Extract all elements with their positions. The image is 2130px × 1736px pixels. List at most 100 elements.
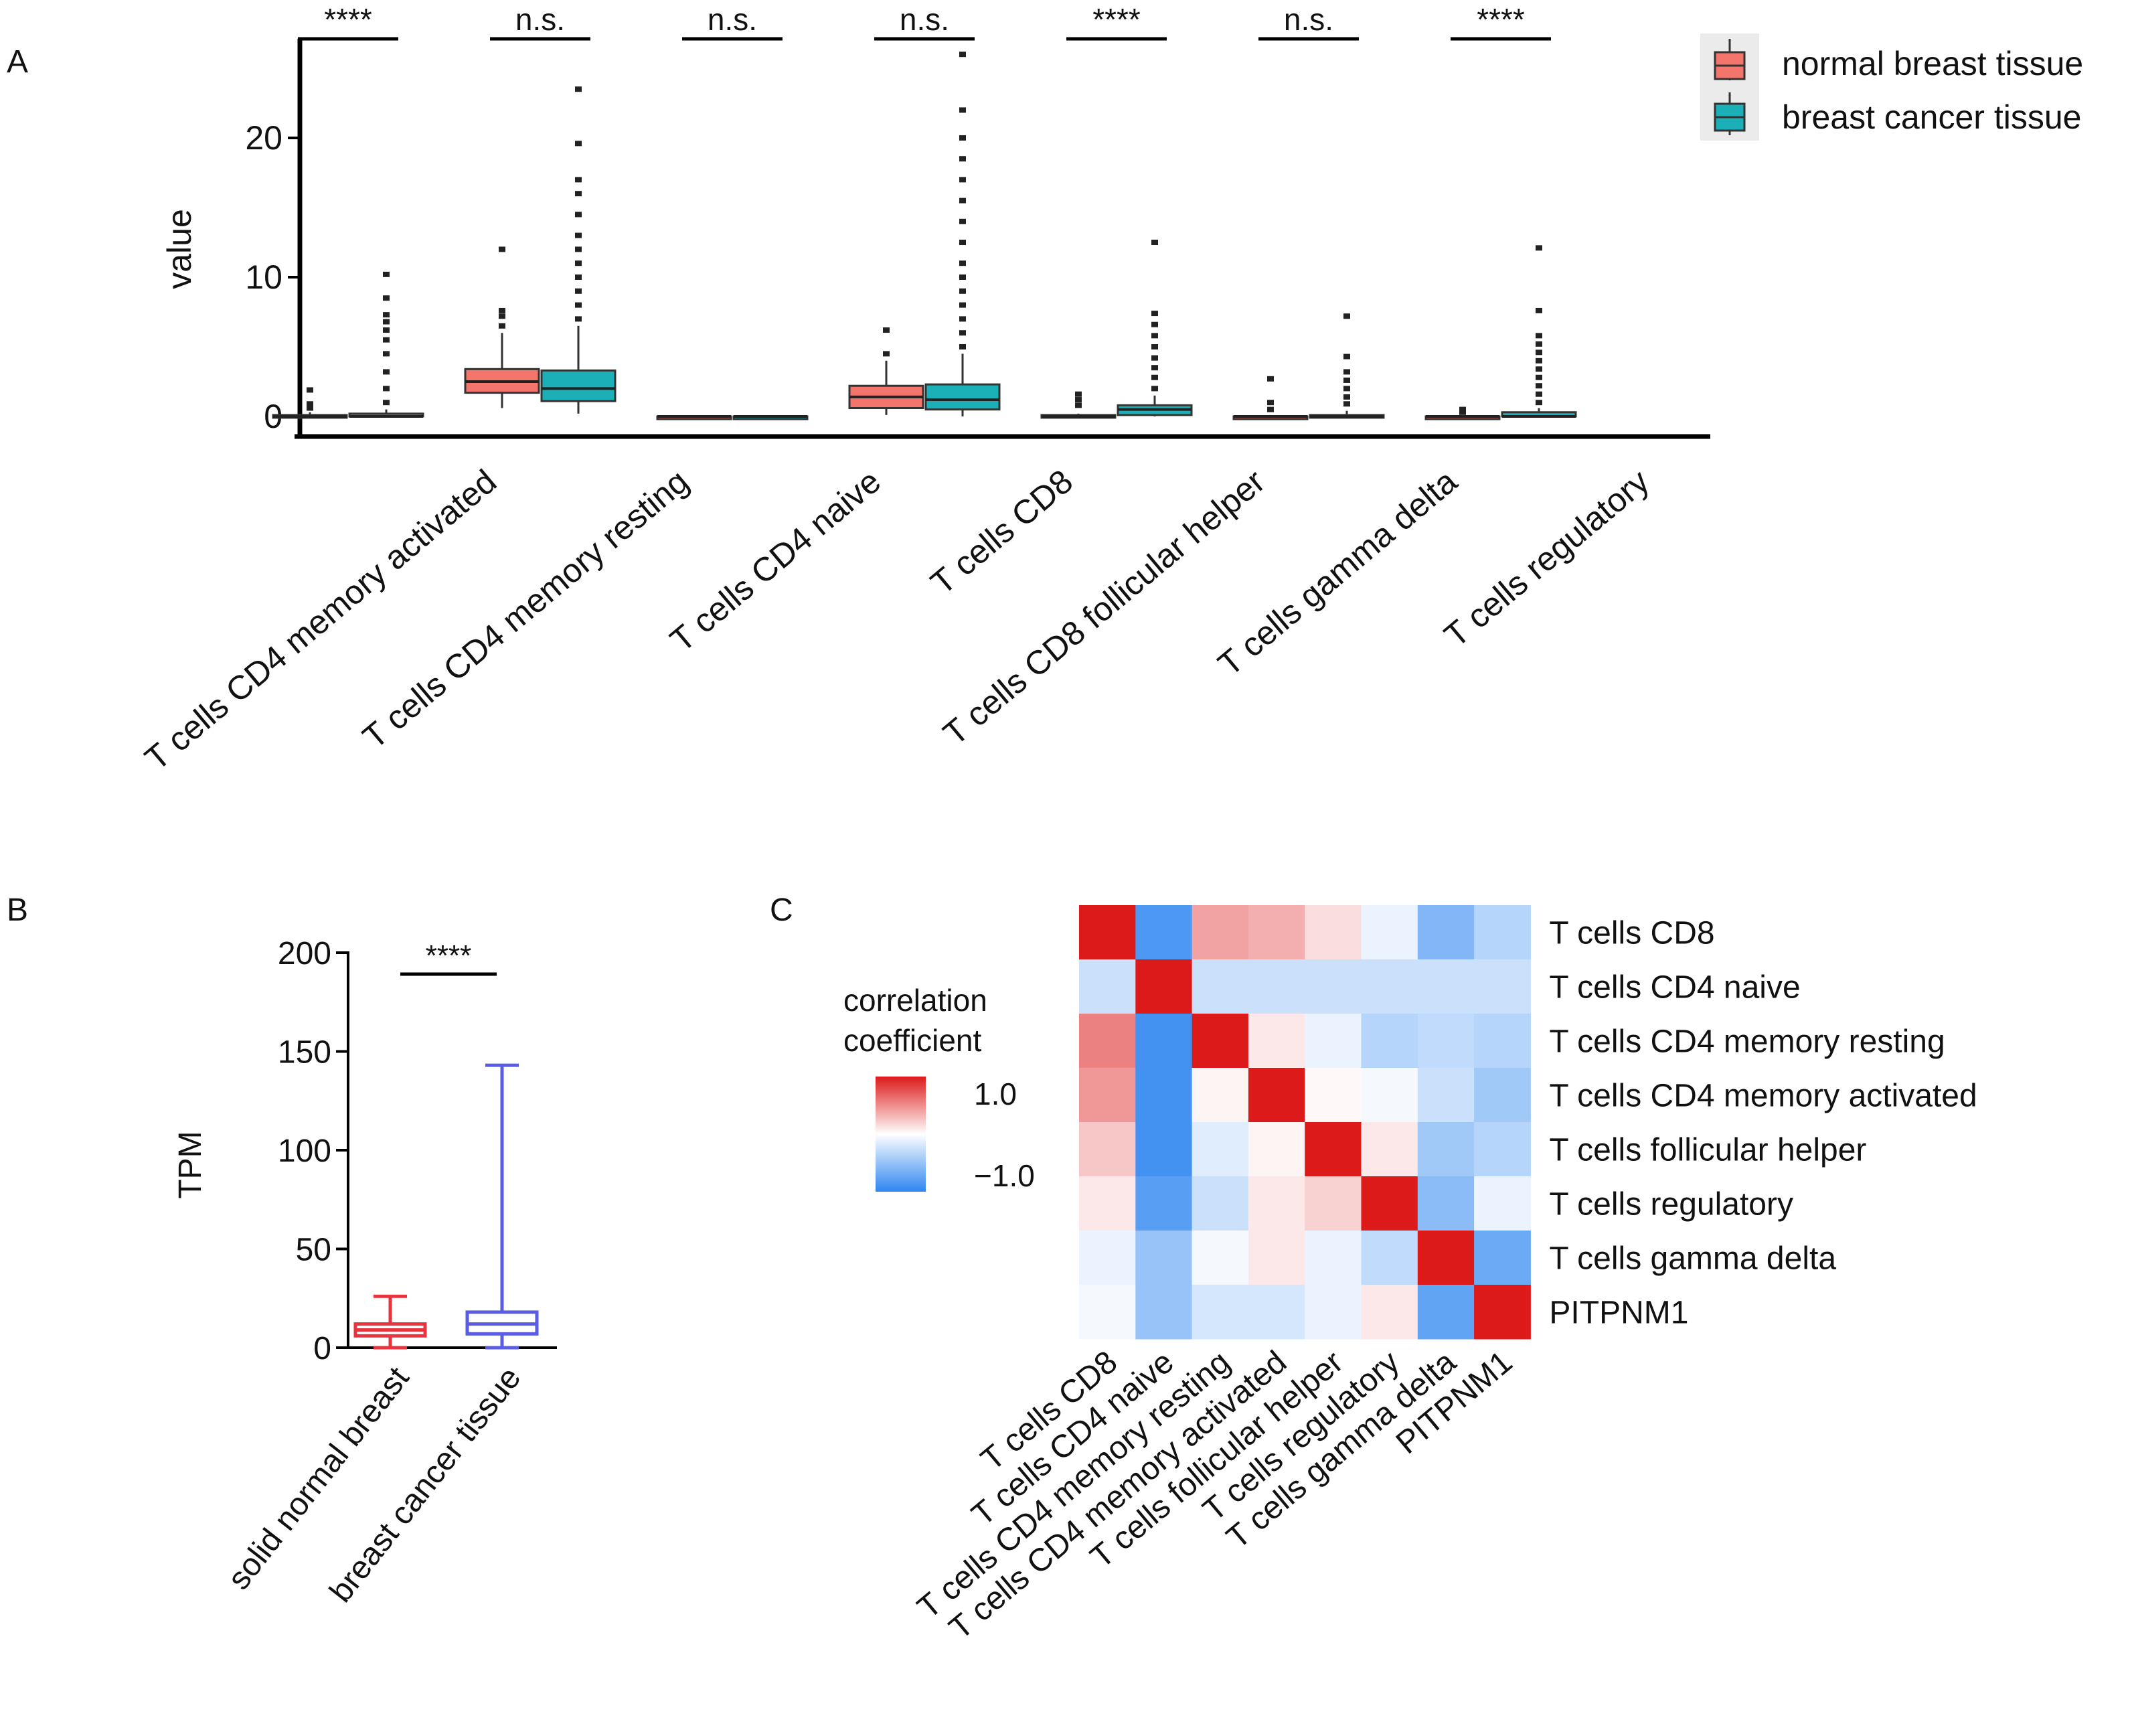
x-category-label: T cells regulatory [1437,463,1656,655]
outlier-point [383,327,390,333]
heatmap-cell [1305,905,1362,960]
heatmap-cell [1248,1176,1305,1231]
heatmap-cell [1474,1231,1531,1285]
panel-a-y-tick-label: 10 [245,258,282,296]
heatmap-legend-min: −1.0 [974,1158,1035,1193]
panel-b-x-category-label: breast cancer tissue [323,1360,527,1609]
heatmap-cell [1474,1014,1531,1069]
outlier-point [1536,245,1542,251]
significance-label: n.s. [1284,2,1333,37]
outlier-point [1151,374,1158,380]
heatmap-cell [1079,1068,1136,1123]
outlier-point [383,337,390,343]
outlier-point [1343,313,1350,319]
outlier-point [499,246,505,252]
heatmap-cell [1474,1285,1531,1340]
heatmap-cell [1305,1231,1362,1285]
heatmap-cell [1079,1231,1136,1285]
heatmap-cell [1361,1231,1418,1285]
outlier-point [959,288,966,294]
heatmap-cell [1474,959,1531,1014]
panel-c-heatmap: correlation coefficient 1.0 −1.0 T cells… [843,905,1977,1646]
outlier-point [575,316,582,322]
heatmap-cell [1135,1231,1193,1285]
significance-label: **** [1092,2,1141,37]
outlier-point [383,295,390,301]
heatmap-cell [1361,1176,1418,1231]
legend-label-breast-cancer-tissue: breast cancer tissue [1782,98,2081,136]
heatmap-cell [1192,1122,1249,1177]
outlier-point [1343,353,1350,360]
heatmap-cell [1305,959,1362,1014]
heatmap-cell [1192,1068,1249,1123]
heatmap-cell [1474,905,1531,960]
heatmap-colorbar [876,1077,926,1192]
heatmap-cell [1361,959,1418,1014]
heatmap-cell [1248,1231,1305,1285]
outlier-point [383,319,390,325]
outlier-point [1536,341,1542,347]
outlier-point [959,274,966,280]
panel-a-boxplot: value normal breast tissue breast cancer… [138,2,2083,777]
heatmap-row-label: T cells regulatory [1549,1187,1793,1222]
outlier-point [575,141,582,147]
heatmap-cell [1248,959,1305,1014]
heatmap-cell [1417,1068,1475,1123]
heatmap-cell [1135,1176,1193,1231]
panel-b-y-tick-label: 100 [278,1133,331,1169]
outlier-point [575,302,582,308]
outlier-point [1343,401,1350,407]
heatmap-cell [1474,1068,1531,1123]
heatmap-cell [1361,1285,1418,1340]
panel-label-c: C [770,892,793,928]
heatmap-cell [1135,1285,1193,1340]
heatmap-legend-title-line2: coefficient [843,1023,982,1058]
x-category-label: T cells CD4 naive [663,463,888,659]
outlier-point [959,316,966,322]
outlier-point [1267,400,1274,406]
outlier-point [1536,333,1542,339]
outlier-point [959,135,966,141]
heatmap-row-label: T cells CD4 memory activated [1549,1079,1977,1114]
box-cancer [540,369,617,402]
heatmap-cell [1135,1122,1193,1177]
outlier-point [383,386,390,392]
heatmap-cell [1417,1122,1475,1177]
outlier-point [575,274,582,280]
heatmap-cell [1079,905,1136,960]
outlier-point [1536,366,1542,372]
heatmap-cell [1305,1068,1362,1123]
heatmap-cell [1417,1285,1475,1340]
x-category-label: T cells CD4 memory resting [355,463,695,757]
outlier-point [1536,374,1542,380]
heatmap-row-label: T cells gamma delta [1549,1241,1836,1277]
outlier-point [383,312,390,318]
outlier-point [1267,376,1274,382]
outlier-point [383,400,390,406]
heatmap-cell [1417,1014,1475,1069]
heatmap-row-label: PITPNM1 [1549,1295,1688,1331]
heatmap-cell [1079,1014,1136,1069]
outlier-point [1536,307,1542,313]
heatmap-cell [1135,1068,1193,1123]
outlier-point [575,177,582,183]
outlier-point [1075,397,1082,403]
outlier-point [1343,377,1350,383]
panel-a-y-tick-label: 20 [245,119,282,157]
heatmap-cell [1135,905,1193,960]
significance-label: n.s. [515,2,565,37]
x-category-label: T cells CD4 memory activated [138,463,503,778]
outlier-point [959,330,966,336]
outlier-point [307,405,313,411]
heatmap-cell [1079,959,1136,1014]
heatmap-cell [1305,1285,1362,1340]
outlier-point [1151,344,1158,349]
outlier-point [307,387,313,393]
heatmap-cell [1361,1068,1418,1123]
heatmap-cell [1305,1014,1362,1069]
legend-label-normal-breast-tissue: normal breast tissue [1782,45,2083,82]
outlier-point [959,107,966,113]
outlier-point [575,288,582,294]
